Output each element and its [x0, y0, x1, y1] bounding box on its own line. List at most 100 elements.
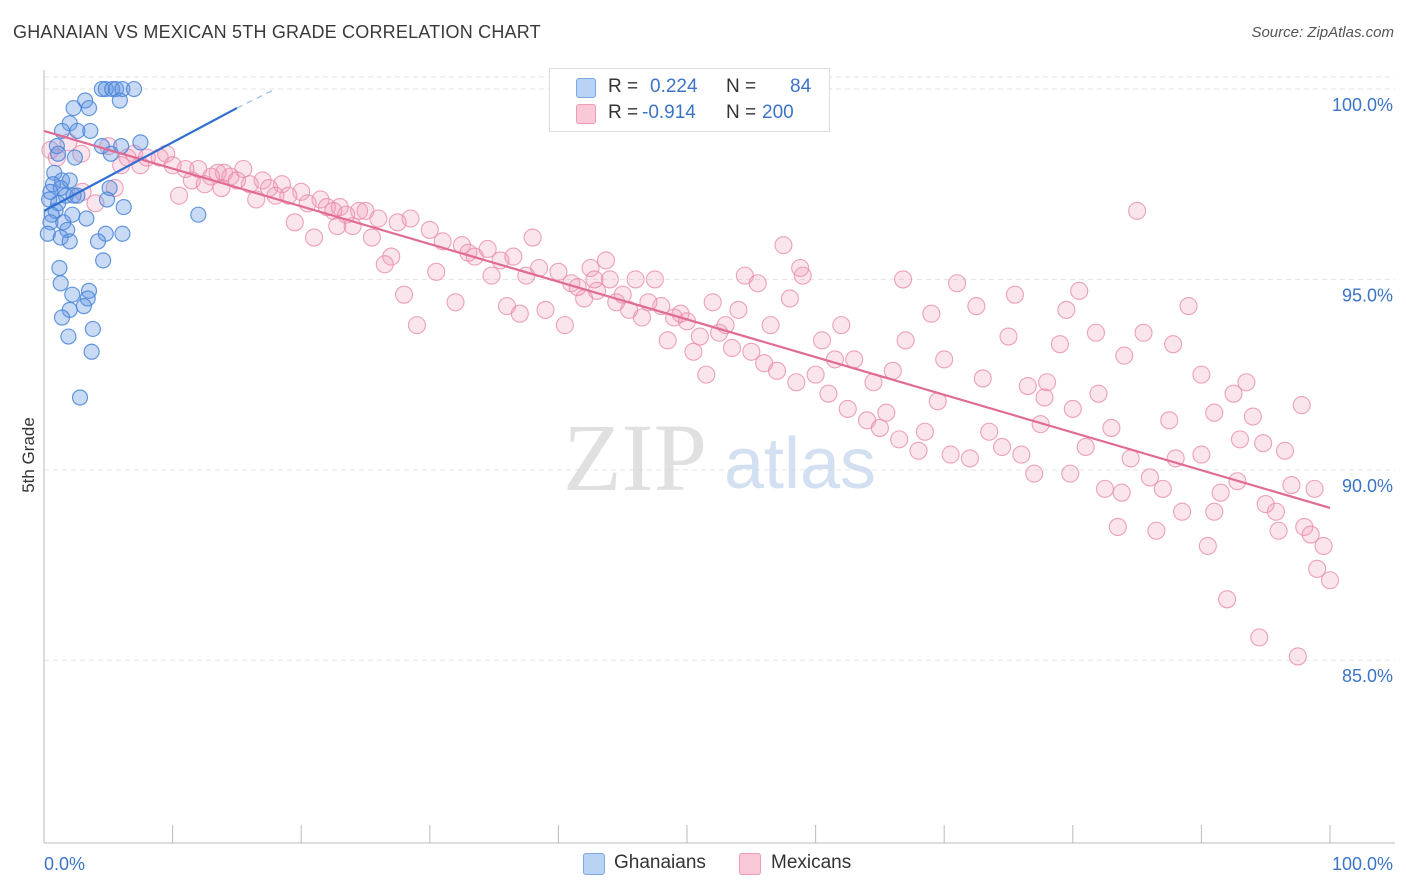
legend-row-ghanaians: R = 0.224 N = 84	[550, 75, 829, 101]
ghanaian-point	[75, 297, 92, 315]
ghanaian-point	[66, 149, 83, 166]
ghanaian-point	[39, 225, 56, 242]
mexican-point	[1076, 437, 1095, 457]
mexican-point	[1160, 411, 1179, 430]
mexican-point	[877, 403, 896, 422]
mexican-point	[742, 342, 761, 361]
mexican-point	[787, 373, 806, 392]
y-tick-label: 100.0%	[1332, 95, 1393, 115]
mexican-point	[993, 437, 1012, 457]
legend-r-value: 0.224	[650, 76, 698, 97]
mexican-point	[1112, 483, 1131, 502]
mexican-point	[1134, 323, 1153, 342]
mexican-point	[401, 209, 420, 228]
mexican-point	[909, 441, 928, 460]
mexican-point	[703, 293, 722, 312]
mexican-point	[362, 228, 381, 247]
legend-r-label: R =	[608, 76, 639, 97]
legend-n-value: 200	[762, 102, 794, 123]
mexican-point	[285, 213, 304, 232]
legend-n-label: N =	[726, 76, 757, 97]
ghanaian-point	[65, 99, 82, 117]
mexican-point	[761, 316, 780, 335]
mexican-point	[922, 304, 941, 323]
mexican-point	[980, 422, 999, 441]
ghanaian-point	[61, 233, 78, 250]
mexican-point	[1140, 468, 1160, 487]
mexican-point	[581, 258, 600, 278]
mexican-point	[482, 266, 501, 285]
ghanaian-point	[83, 343, 100, 360]
mexican-point	[1050, 335, 1069, 354]
legend-n-label: N =	[726, 102, 757, 123]
mexican-point	[523, 228, 542, 247]
watermark-atlas: atlas	[724, 424, 876, 504]
mexican-point	[645, 270, 664, 289]
mexican-point	[893, 270, 913, 289]
mexican-point	[596, 251, 616, 270]
ghanaians-points	[39, 80, 207, 406]
mexican-point	[632, 308, 652, 327]
bottom-legend-ghanaians: Ghanaians	[583, 850, 723, 878]
ghanaian-point	[190, 206, 207, 223]
mexican-point	[935, 350, 954, 369]
mexican-point	[915, 422, 934, 441]
mexican-point	[504, 247, 523, 266]
mexican-point	[948, 274, 967, 293]
mexicans-points	[41, 133, 1340, 666]
source-credit: Source: ZipAtlas.com	[1251, 24, 1394, 41]
mexican-point	[382, 247, 401, 266]
mexican-point	[1282, 476, 1301, 495]
mexican-point	[1173, 502, 1192, 521]
mexican-point	[1292, 396, 1311, 415]
mexican-point	[1305, 479, 1324, 498]
ghanaian-point	[52, 275, 69, 292]
mexican-point	[960, 449, 979, 468]
mexican-point	[774, 236, 793, 255]
correlation-legend: R = 0.224 N = 84 R = -0.914 N = 200	[549, 68, 830, 132]
ghanaian-point	[71, 389, 89, 406]
mexican-point	[328, 217, 347, 236]
mexican-point	[1018, 377, 1037, 396]
ghanaian-point	[52, 229, 69, 246]
ghanaian-point	[69, 122, 86, 140]
mexican-point	[1095, 479, 1114, 498]
mexican-point	[890, 430, 909, 449]
mexican-point	[1086, 323, 1105, 342]
mexican-point	[1115, 346, 1134, 365]
mexican-point	[1164, 335, 1183, 354]
mexican-point	[690, 327, 709, 346]
mexican-point	[967, 297, 986, 316]
mexican-point	[1211, 483, 1230, 502]
mexican-point	[427, 262, 446, 281]
ghanaian-point	[115, 198, 132, 216]
mexican-point	[1218, 590, 1237, 609]
ghanaian-point	[114, 225, 131, 242]
ghanaian-point	[80, 99, 98, 117]
mexican-point	[1070, 281, 1089, 300]
mexican-point	[870, 418, 889, 437]
mexican-point	[941, 445, 960, 464]
watermark-zip: ZIP	[563, 404, 707, 511]
legend-r-label: R =	[608, 102, 639, 123]
mexican-point	[883, 361, 902, 380]
bottom-swatch-ghanaians	[583, 853, 605, 875]
mexican-point	[1179, 297, 1198, 316]
legend-swatch-ghanaians	[576, 78, 596, 98]
mexican-point	[369, 209, 388, 228]
mexican-point	[169, 186, 189, 205]
bottom-legend-mexicans: Mexicans	[739, 850, 869, 878]
ghanaian-point	[95, 252, 112, 269]
mexican-point	[697, 365, 716, 384]
mexican-point	[1061, 464, 1080, 483]
x-tick-label: 0.0%	[44, 854, 85, 874]
mexican-point	[478, 239, 497, 259]
bottom-label-mexicans: Mexicans	[771, 852, 852, 873]
mexican-point	[1198, 536, 1217, 556]
chart-title: GHANAIAN VS MEXICAN 5TH GRADE CORRELATIO…	[13, 22, 541, 42]
mexican-point	[549, 262, 568, 281]
y-tick-label: 95.0%	[1342, 285, 1393, 305]
axes	[43, 70, 1395, 844]
ghanaian-point	[53, 309, 71, 326]
mexican-point	[1243, 407, 1262, 426]
